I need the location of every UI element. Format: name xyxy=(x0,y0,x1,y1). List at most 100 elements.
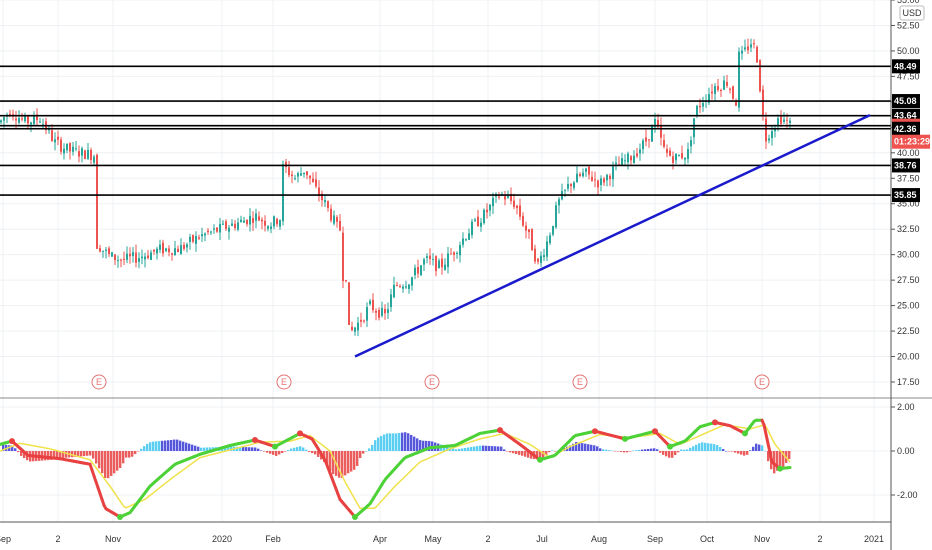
oscillator-axis[interactable]: 2.00 0.00 -2.00 xyxy=(891,402,918,500)
candle-body xyxy=(699,105,701,108)
candle-body xyxy=(87,149,89,159)
candle-body xyxy=(36,114,38,121)
histogram-bar xyxy=(326,451,329,466)
cross-dot xyxy=(667,443,673,450)
horizontal-levels[interactable] xyxy=(0,65,891,196)
candle-body xyxy=(507,196,509,198)
candle-body xyxy=(399,286,401,288)
candle-body xyxy=(693,118,695,138)
histogram-bar xyxy=(779,451,782,470)
candle-body xyxy=(201,234,203,237)
histogram-bar xyxy=(611,450,614,452)
candle-body xyxy=(234,223,236,229)
histogram-bar xyxy=(518,451,521,455)
candle-body xyxy=(753,43,755,45)
histogram-bar xyxy=(2,444,5,451)
histogram-bar xyxy=(464,447,467,451)
histogram-bar xyxy=(599,448,602,451)
candle-body xyxy=(597,180,599,188)
histogram-bar xyxy=(632,450,635,452)
candle-body xyxy=(549,235,551,244)
osc-tick-label: 2.00 xyxy=(897,402,915,412)
candle-body xyxy=(651,125,653,142)
candle-body xyxy=(222,223,224,225)
candle-body xyxy=(789,120,791,123)
candle-body xyxy=(600,178,602,186)
histogram-bar xyxy=(329,451,332,472)
price-tick-label: 40.00 xyxy=(897,148,920,158)
candle-body xyxy=(204,233,206,236)
histogram-bar xyxy=(458,448,461,451)
candle-body xyxy=(519,205,521,217)
candle-body xyxy=(294,178,296,180)
trendline[interactable] xyxy=(354,113,871,358)
candle-body xyxy=(414,267,416,276)
histogram-bar xyxy=(203,447,206,451)
candle-body xyxy=(189,236,191,243)
histogram-bar xyxy=(140,448,143,451)
candle-body xyxy=(9,113,11,116)
earnings-marker-circle xyxy=(754,374,770,390)
earnings-marker-circle xyxy=(424,374,440,390)
candle-body xyxy=(729,88,731,90)
histogram-bar xyxy=(584,443,587,451)
candle-body xyxy=(741,50,743,54)
histogram-bar xyxy=(200,447,203,451)
histogram-bar xyxy=(131,451,134,457)
time-axis[interactable]: Sep 2 Nov 2020 Feb Apr May 2 Jul Aug Sep Oct Nov 2 202… xyxy=(0,534,884,544)
histogram-bar xyxy=(647,448,650,451)
histogram-bar xyxy=(383,434,386,451)
candle-body xyxy=(276,218,278,225)
candle-body xyxy=(30,122,32,125)
candle-body xyxy=(471,221,473,236)
cross-dot xyxy=(742,430,748,437)
histogram-bar xyxy=(689,447,692,451)
histogram-bar xyxy=(344,451,347,476)
time-tick-label: Aug xyxy=(591,534,607,544)
candle-body xyxy=(660,124,662,138)
histogram-bar xyxy=(362,451,365,454)
candle-body xyxy=(249,215,251,225)
histogram-bar xyxy=(767,451,770,462)
candle-body xyxy=(21,118,23,120)
histogram-bar xyxy=(65,451,68,458)
candle-body xyxy=(174,248,176,256)
candle-body xyxy=(639,149,641,154)
candle-body xyxy=(309,175,311,179)
candle-body xyxy=(114,254,116,261)
candle-body xyxy=(243,220,245,223)
histogram-bar xyxy=(470,447,473,451)
candle-body xyxy=(60,139,62,152)
price-tick-label: 22.50 xyxy=(897,326,920,336)
histogram-bar xyxy=(101,451,104,474)
histogram-bar xyxy=(650,448,653,451)
candle-body xyxy=(411,277,413,286)
candle-body xyxy=(513,200,515,207)
candle-body xyxy=(498,196,500,198)
candle-body xyxy=(132,252,134,256)
currency-badge[interactable]: USD xyxy=(899,5,925,21)
candle-body xyxy=(531,229,533,251)
histogram-bar xyxy=(581,443,584,451)
candle-body xyxy=(72,146,74,152)
candle-body xyxy=(138,258,140,262)
histogram-bar xyxy=(47,451,50,461)
candle-body xyxy=(627,153,629,163)
candle-body xyxy=(357,322,359,331)
histogram-bar xyxy=(713,444,716,451)
histogram-bar xyxy=(374,440,377,451)
time-tick-label: Oct xyxy=(700,534,715,544)
histogram-bar xyxy=(137,451,140,452)
candle-body xyxy=(783,119,785,122)
histogram-bar xyxy=(629,451,632,452)
histogram-bar xyxy=(92,451,95,459)
candle-body xyxy=(384,308,386,314)
candle-body xyxy=(33,115,35,125)
histogram-bar xyxy=(56,451,59,459)
histogram-bar xyxy=(371,444,374,451)
histogram-bar xyxy=(71,451,74,458)
histogram-bar xyxy=(380,435,383,451)
candle-body xyxy=(15,118,17,121)
